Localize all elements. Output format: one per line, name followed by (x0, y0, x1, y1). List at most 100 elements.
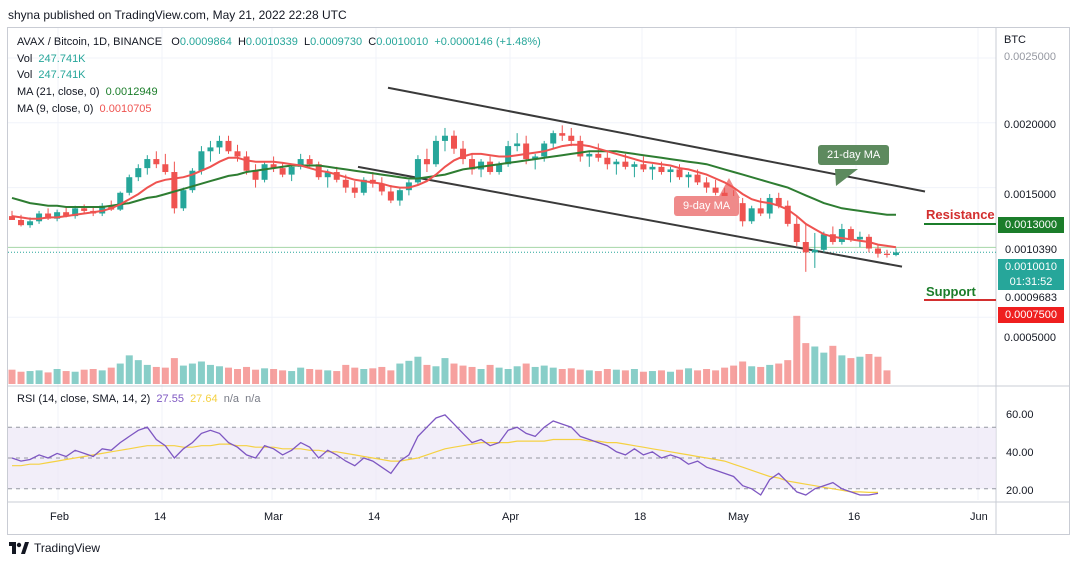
candle-body (234, 151, 241, 157)
volume-bar (694, 370, 702, 384)
candle-body (144, 159, 151, 169)
candle-body (297, 159, 304, 167)
candle-body (496, 164, 503, 173)
candle-body (586, 153, 593, 157)
candle-body (387, 191, 394, 201)
support-price-tag: 0.0007500 (998, 307, 1064, 323)
ma21-callout-pointer (835, 169, 858, 186)
volume-bar (549, 367, 557, 384)
volume-bar (621, 370, 629, 384)
candle-body (54, 212, 61, 219)
volume-bar (793, 315, 801, 384)
candle-body (568, 135, 575, 141)
volume-bar (252, 369, 260, 384)
volume-bar (874, 356, 882, 384)
volume-bar (387, 370, 395, 384)
volume-bar (558, 369, 566, 384)
volume-bar (26, 371, 34, 384)
candle-body (72, 208, 79, 217)
volume-bar (134, 360, 142, 384)
rsi-line (11, 414, 879, 496)
candle-body (153, 159, 160, 165)
symbol-label[interactable]: AVAX / Bitcoin, 1D, BINANCE (17, 36, 163, 48)
volume-bar (721, 367, 729, 384)
ma9-line (11, 143, 897, 249)
candle-body (207, 147, 214, 152)
ma21-value: 0.0012949 (105, 86, 158, 98)
volume-bar (766, 364, 774, 384)
volume-bar (513, 366, 521, 384)
volume-bar (522, 363, 530, 384)
legend-vol-row-1: Vol 247.741K (17, 53, 86, 65)
volume-bar (179, 365, 187, 384)
candle-body (63, 212, 70, 217)
candle-body (487, 161, 494, 173)
ma9-label: MA (9, close, 0) (17, 103, 94, 115)
candle-body (451, 135, 457, 149)
price-tick-0020: 0.0020000 (1004, 119, 1056, 131)
candle-body (99, 205, 106, 214)
candle-body (324, 172, 331, 178)
volume-bar (567, 368, 575, 384)
support-label: Support (926, 284, 976, 299)
legend-ohlc-row: AVAX / Bitcoin, 1D, BINANCE O0.0009864 H… (17, 36, 541, 48)
volume-bar (811, 346, 819, 384)
time-tick-may16: 16 (848, 511, 861, 523)
volume-bar (333, 371, 341, 384)
time-tick-feb: Feb (50, 511, 69, 523)
volume-bar (279, 370, 287, 384)
ma21-line (11, 150, 896, 216)
legend-ma9-row: MA (9, close, 0) 0.0010705 (17, 103, 152, 115)
volume-bar (630, 369, 638, 384)
candle-body (550, 133, 557, 144)
volume-bar (405, 360, 413, 384)
countdown-tag: 01:31:52 (998, 274, 1064, 290)
volume-bar (188, 363, 196, 384)
candle-body (243, 156, 250, 171)
volume-bar (459, 365, 467, 384)
volume-bar (297, 367, 305, 384)
tradingview-logo[interactable]: TradingView (9, 541, 100, 555)
rsi-tick-40: 40.00 (1006, 447, 1034, 459)
volume-bar (594, 371, 602, 384)
low-label: L (304, 36, 311, 48)
change-value: +0.0000146 (+1.48%) (434, 36, 541, 48)
ma21-price-tag: 0.0009683 (998, 290, 1064, 306)
price-tick-0015: 0.0015000 (1004, 189, 1056, 201)
candle-body (604, 157, 611, 165)
volume-bar (53, 369, 61, 384)
candle-body (18, 219, 25, 226)
candle-body (793, 223, 800, 243)
time-tick-apr: Apr (502, 511, 520, 523)
candle-body (45, 213, 52, 219)
time-tick-apr18: 18 (634, 511, 647, 523)
volume-bar (369, 368, 377, 384)
candle-body (252, 170, 259, 180)
volume-bar (89, 369, 97, 384)
legend-rsi-row: RSI (14, close, SMA, 14, 2) 27.55 27.64 … (17, 393, 260, 405)
candle-body (712, 187, 719, 193)
time-tick-jun: Jun (970, 511, 988, 523)
volume-bar (676, 369, 684, 384)
candle-body (811, 249, 818, 253)
candle-body (432, 140, 439, 165)
open-value: 0.0009864 (179, 36, 232, 48)
volume-bar (441, 358, 449, 384)
volume-bar (234, 369, 242, 384)
currency-label: BTC (1004, 34, 1026, 46)
volume-bar (495, 367, 503, 384)
candle-body (847, 229, 854, 240)
vol-label: Vol (17, 53, 33, 65)
candle-body (658, 166, 665, 173)
volume-bar (324, 370, 332, 384)
candle-body (694, 174, 701, 183)
volume-bar (784, 360, 792, 384)
brand-name: TradingView (34, 541, 101, 555)
volume-bar (531, 366, 539, 384)
close-value: 0.0010010 (376, 36, 429, 48)
volume-bar (757, 366, 765, 384)
rsi-label: RSI (14, close, SMA, 14, 2) (17, 393, 151, 405)
volume-bar (603, 369, 611, 384)
volume-bar (847, 358, 855, 384)
